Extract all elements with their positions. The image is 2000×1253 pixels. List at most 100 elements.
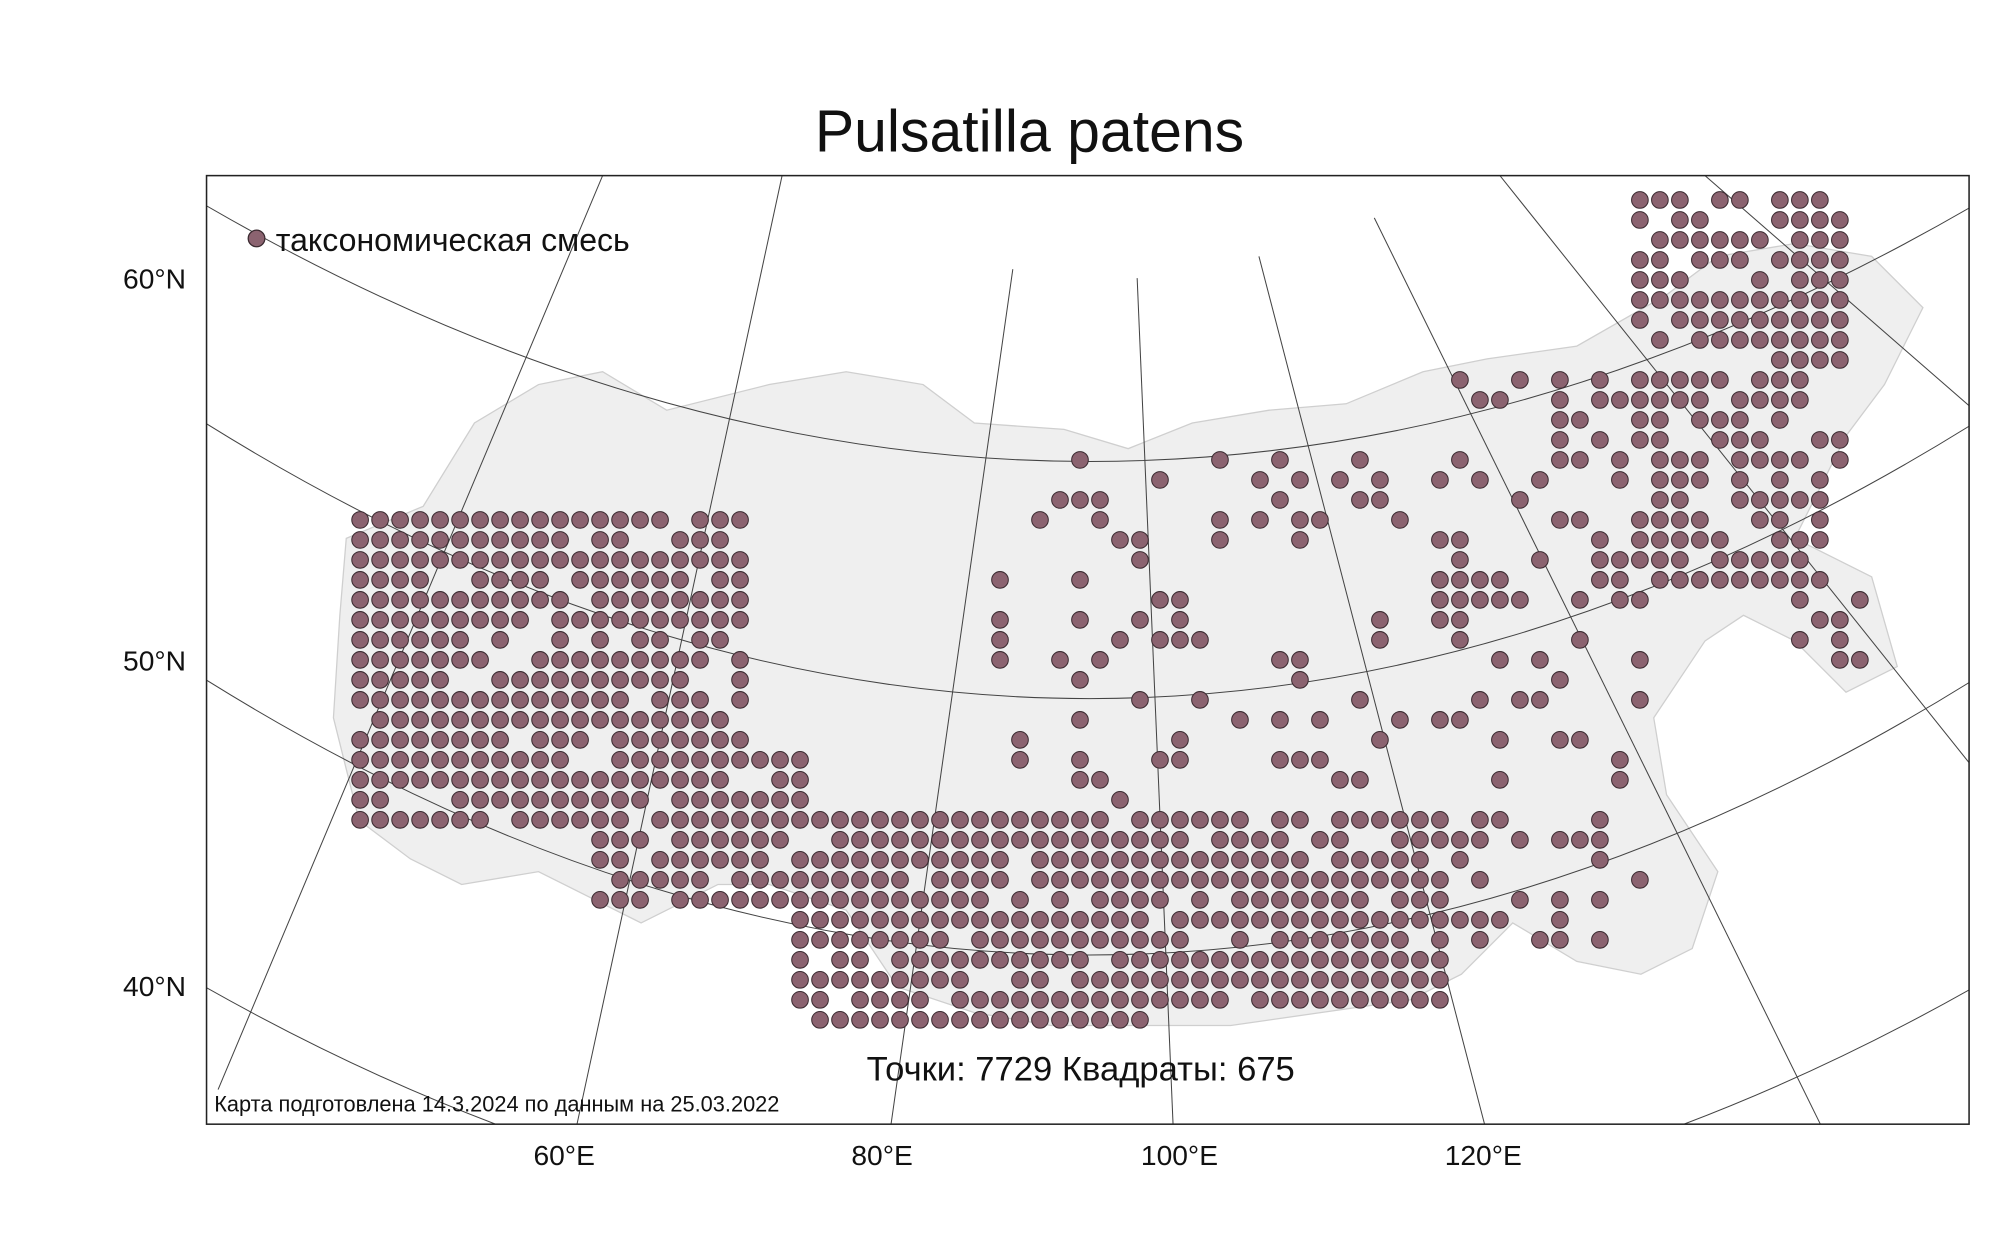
occurrence-dot (1151, 631, 1169, 649)
occurrence-dot (1131, 911, 1149, 929)
occurrence-dot (1251, 891, 1269, 909)
occurrence-dot (1331, 911, 1349, 929)
occurrence-dot (1811, 311, 1829, 329)
occurrence-dot (1791, 191, 1809, 209)
occurrence-dot (1671, 231, 1689, 249)
occurrence-dot (591, 531, 609, 549)
occurrence-dot (1691, 371, 1709, 389)
occurrence-dot (1251, 911, 1269, 929)
occurrence-dot (511, 771, 529, 789)
occurrence-dot (971, 950, 989, 969)
lon-label: 80°E (851, 1139, 912, 1171)
occurrence-dot (671, 551, 689, 569)
occurrence-dot (411, 771, 429, 789)
occurrence-dot (531, 731, 549, 749)
occurrence-dot (1371, 811, 1389, 829)
occurrence-dot (1371, 871, 1389, 889)
occurrence-dot (1531, 691, 1549, 709)
occurrence-dot (1511, 891, 1529, 909)
occurrence-dot (851, 931, 869, 949)
occurrence-dot (1191, 950, 1209, 969)
occurrence-dot (1291, 651, 1309, 669)
occurrence-dot (1191, 970, 1209, 989)
occurrence-dot (631, 751, 649, 769)
occurrence-dot (1291, 970, 1309, 989)
occurrence-dot (471, 551, 489, 569)
occurrence-dot (611, 671, 629, 689)
occurrence-dot (971, 851, 989, 869)
occurrence-dot (411, 611, 429, 629)
occurrence-dot (891, 831, 909, 849)
occurrence-dot (1731, 431, 1749, 449)
occurrence-dot (1171, 911, 1189, 929)
occurrence-dot (711, 731, 729, 749)
occurrence-dot (1091, 1010, 1109, 1029)
occurrence-dot (1451, 591, 1469, 609)
occurrence-dot (511, 571, 529, 589)
occurrence-dot (551, 551, 569, 569)
occurrence-dot (1011, 990, 1029, 1009)
occurrence-dot (451, 551, 469, 569)
occurrence-dot (1191, 990, 1209, 1009)
occurrence-dot (1091, 651, 1109, 669)
occurrence-dot (471, 711, 489, 729)
occurrence-dot (1111, 891, 1129, 909)
occurrence-dot (1631, 311, 1649, 329)
occurrence-dot (1051, 811, 1069, 829)
occurrence-dot (791, 990, 809, 1009)
occurrence-dot (731, 611, 749, 629)
occurrence-dot (531, 771, 549, 789)
occurrence-dot (1771, 351, 1789, 369)
occurrence-dot (1471, 831, 1489, 849)
occurrence-dot (591, 631, 609, 649)
occurrence-dot (1611, 591, 1629, 609)
occurrence-dot (571, 791, 589, 809)
occurrence-dot (511, 551, 529, 569)
occurrence-dot (1711, 191, 1729, 209)
occurrence-dot (1531, 551, 1549, 569)
occurrence-dot (1731, 331, 1749, 349)
occurrence-dot (471, 531, 489, 549)
occurrence-dot (1491, 391, 1509, 409)
occurrence-dot (471, 651, 489, 669)
occurrence-dot (851, 871, 869, 889)
occurrence-dot (1231, 911, 1249, 929)
occurrence-dot (1091, 871, 1109, 889)
occurrence-dot (711, 531, 729, 549)
occurrence-dot (1131, 551, 1149, 569)
occurrence-dot (1111, 950, 1129, 969)
occurrence-dot (1471, 911, 1489, 929)
occurrence-dot (1691, 411, 1709, 429)
occurrence-dot (1151, 591, 1169, 609)
occurrence-dot (1791, 311, 1809, 329)
occurrence-dot (1031, 831, 1049, 849)
occurrence-dot (451, 611, 469, 629)
occurrence-dot (1831, 271, 1849, 289)
occurrence-dot (1271, 871, 1289, 889)
occurrence-dot (411, 531, 429, 549)
occurrence-dot (1411, 851, 1429, 869)
occurrence-dot (1071, 871, 1089, 889)
occurrence-dot (611, 571, 629, 589)
occurrence-dot (1211, 851, 1229, 869)
occurrence-dot (931, 931, 949, 949)
occurrence-dot (1571, 631, 1589, 649)
occurrence-dot (1271, 990, 1289, 1009)
occurrence-dot (431, 751, 449, 769)
occurrence-dot (411, 651, 429, 669)
occurrence-dot (1551, 411, 1569, 429)
occurrence-dot (471, 571, 489, 589)
occurrence-dot (1111, 531, 1129, 549)
occurrence-dot (1551, 451, 1569, 469)
occurrence-dot (891, 811, 909, 829)
occurrence-dot (671, 711, 689, 729)
occurrence-dot (871, 970, 889, 989)
occurrence-dot (591, 831, 609, 849)
occurrence-dot (1051, 911, 1069, 929)
occurrence-dot (731, 511, 749, 529)
occurrence-dot (1731, 191, 1749, 209)
occurrence-dot (391, 651, 409, 669)
occurrence-dot (551, 631, 569, 649)
occurrence-dot (551, 511, 569, 529)
occurrence-dot (531, 691, 549, 709)
